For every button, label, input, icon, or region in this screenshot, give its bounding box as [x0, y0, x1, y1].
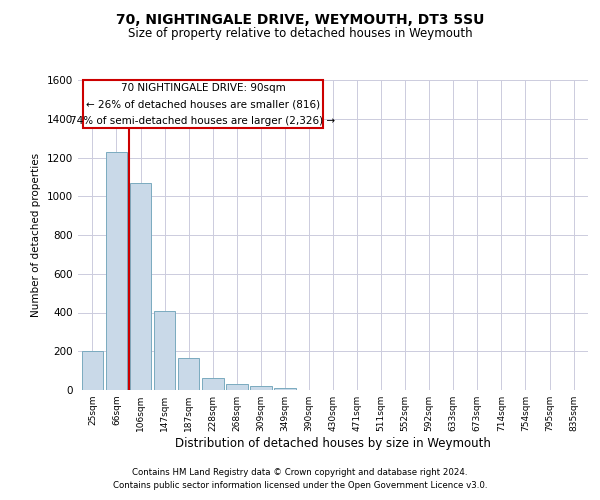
Y-axis label: Number of detached properties: Number of detached properties [31, 153, 41, 317]
Bar [106, 152, 127, 390]
Text: 74% of semi-detached houses are larger (2,326) →: 74% of semi-detached houses are larger (… [70, 116, 335, 126]
Text: Contains HM Land Registry data © Crown copyright and database right 2024.: Contains HM Land Registry data © Crown c… [132, 468, 468, 477]
Text: ← 26% of detached houses are smaller (816): ← 26% of detached houses are smaller (81… [86, 99, 320, 109]
FancyBboxPatch shape [83, 80, 323, 128]
Bar [226, 384, 248, 390]
Bar [250, 386, 272, 390]
Bar [202, 378, 224, 390]
Bar [274, 388, 296, 390]
Bar [154, 310, 175, 390]
Bar [130, 182, 151, 390]
Text: 70 NIGHTINGALE DRIVE: 90sqm: 70 NIGHTINGALE DRIVE: 90sqm [121, 83, 286, 93]
Text: 70, NIGHTINGALE DRIVE, WEYMOUTH, DT3 5SU: 70, NIGHTINGALE DRIVE, WEYMOUTH, DT3 5SU [116, 12, 484, 26]
Text: Contains public sector information licensed under the Open Government Licence v3: Contains public sector information licen… [113, 482, 487, 490]
Bar [178, 358, 199, 390]
X-axis label: Distribution of detached houses by size in Weymouth: Distribution of detached houses by size … [175, 437, 491, 450]
Text: Size of property relative to detached houses in Weymouth: Size of property relative to detached ho… [128, 28, 472, 40]
Bar [82, 351, 103, 390]
